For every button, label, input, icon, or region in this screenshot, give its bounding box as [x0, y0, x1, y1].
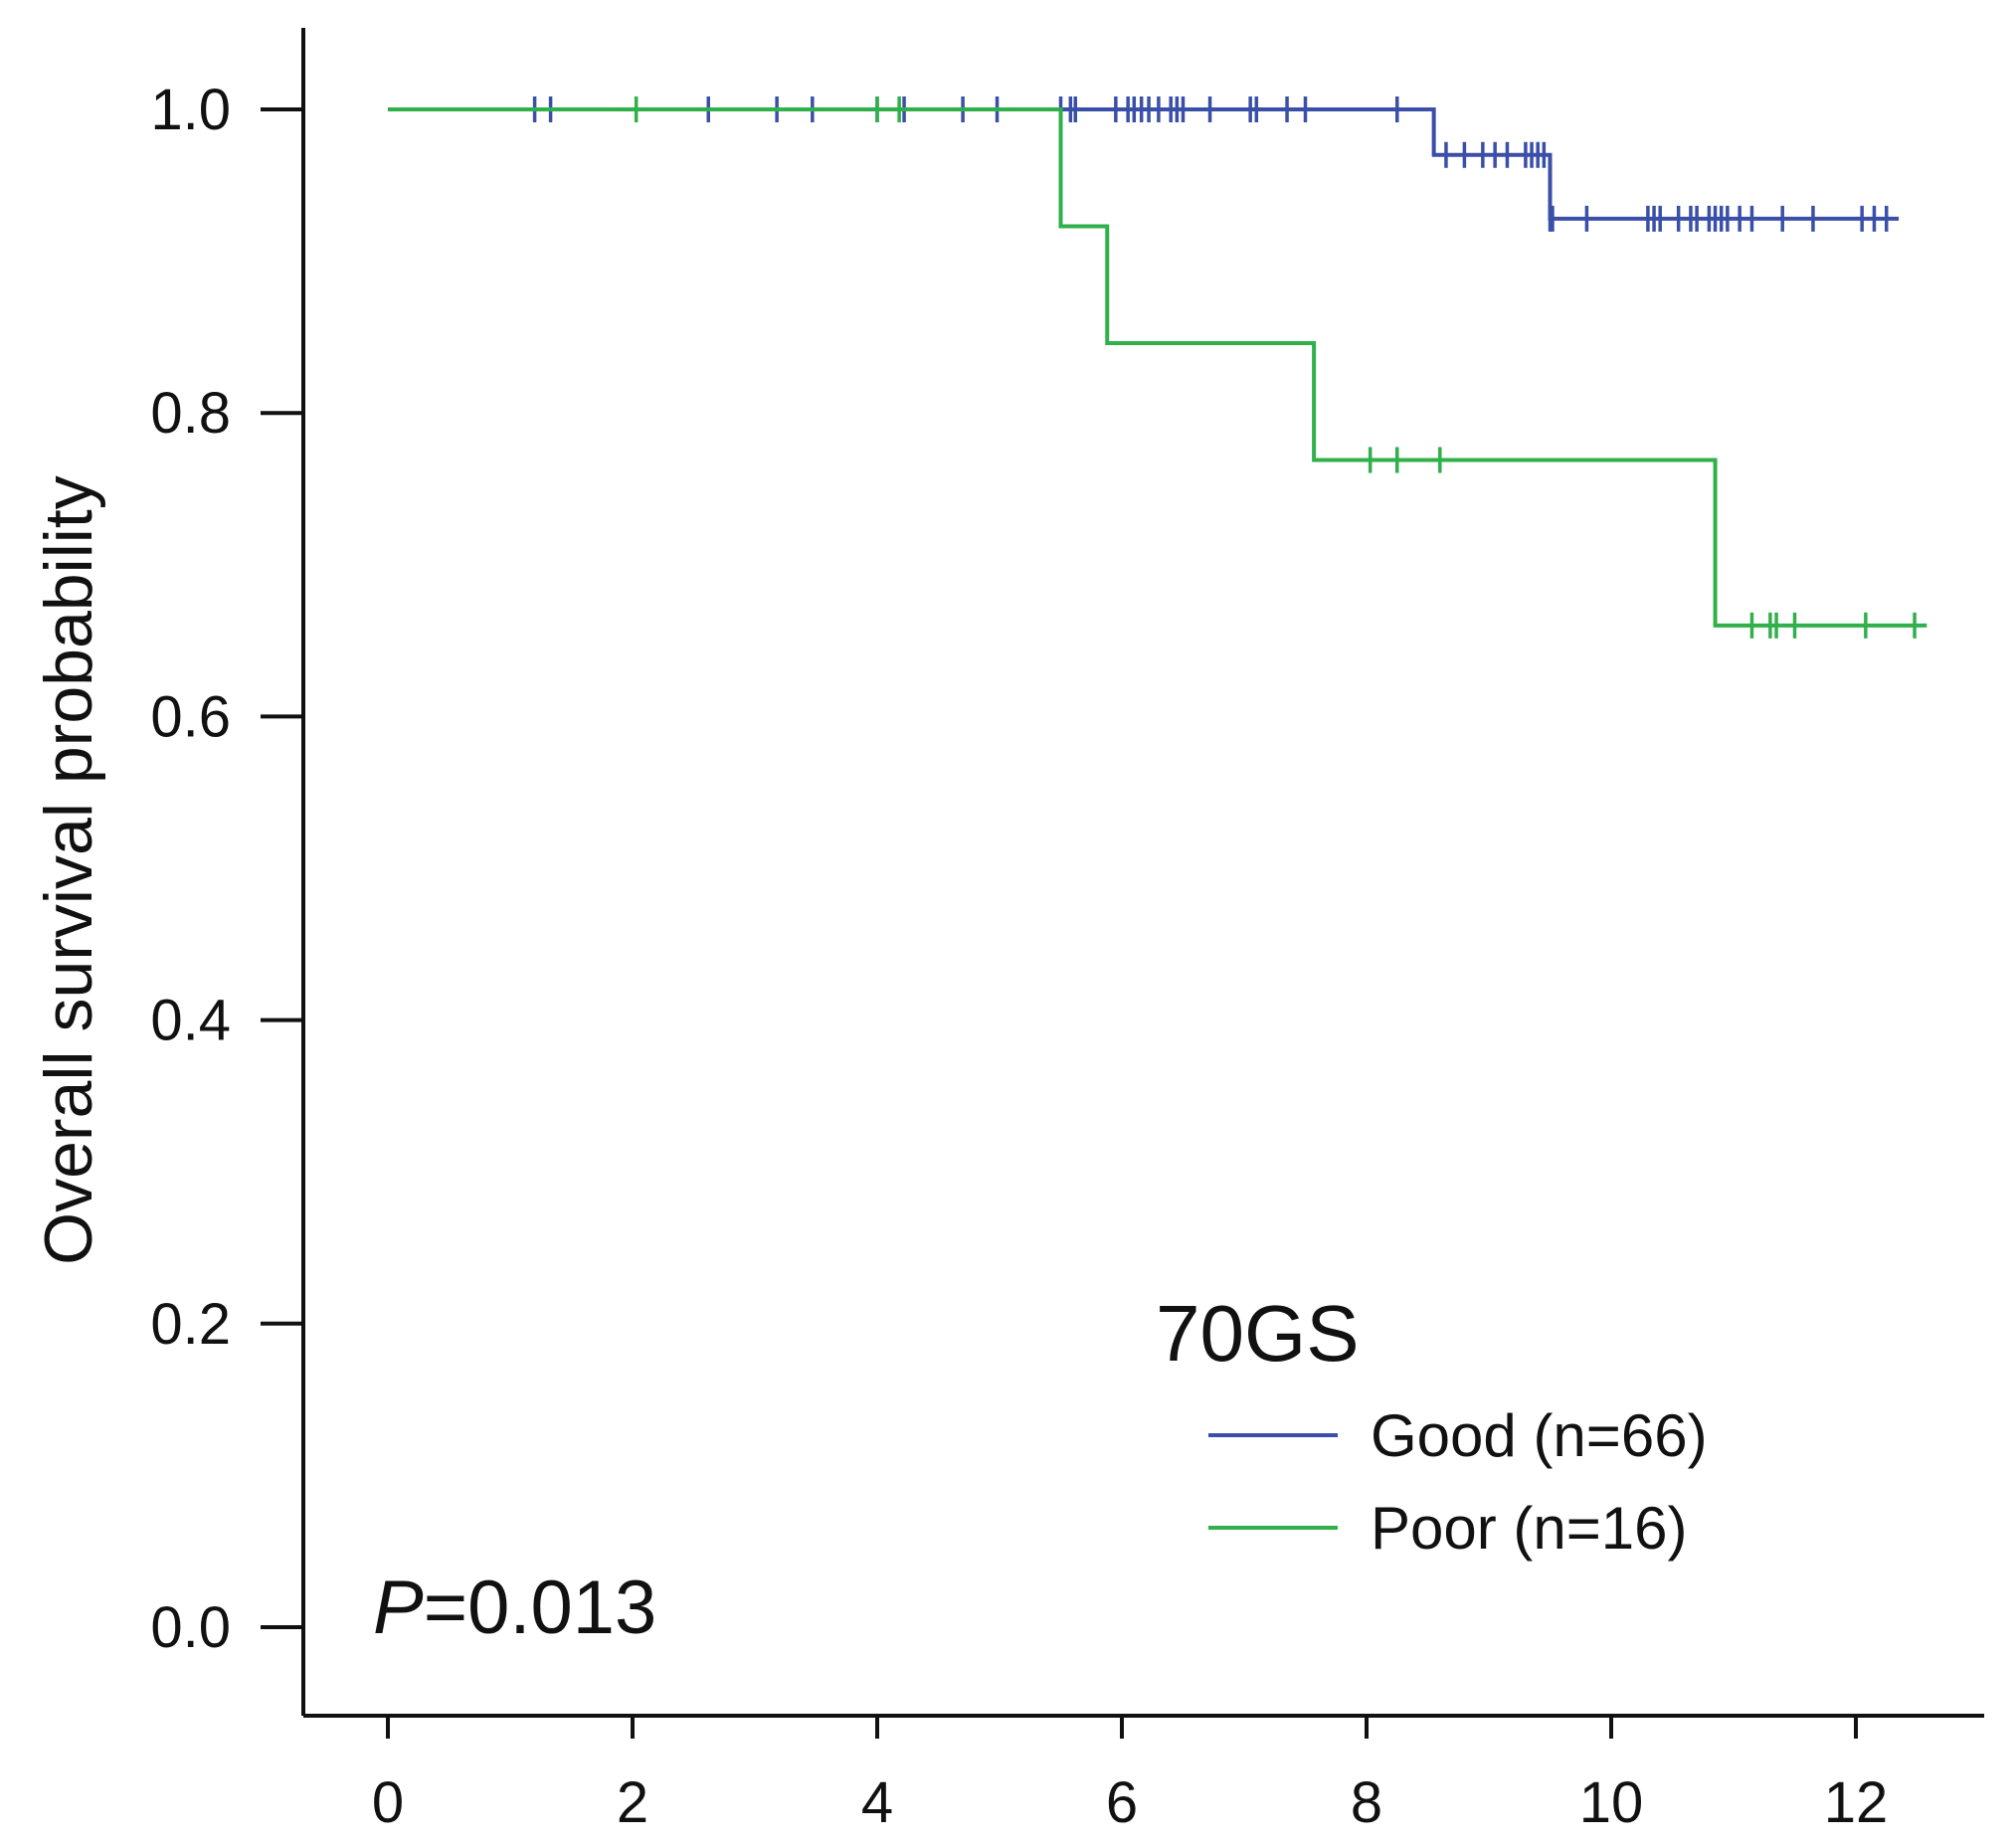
x-tick-label-2: 4 [861, 1770, 893, 1835]
legend-title: 70GS [1156, 1289, 1360, 1378]
x-tick-label-5: 10 [1579, 1770, 1644, 1835]
p-value-annotation: P=0.013 [373, 1566, 656, 1650]
y-axis-ticks: 0.0 0.2 0.4 0.6 0.8 1.0 [150, 78, 303, 1660]
y-tick-label-2: 0.4 [150, 989, 231, 1053]
survival-curves [388, 96, 1927, 639]
y-tick-label-0: 0.0 [150, 1595, 231, 1660]
p-value-symbol: P [373, 1566, 424, 1650]
x-axis-ticks: 0 2 4 6 8 10 12 [372, 1716, 1888, 1835]
y-tick-label-4: 0.8 [150, 381, 231, 446]
survival-curve-poor [388, 107, 1927, 628]
legend-entry-good: Good (n=66) [1208, 1402, 1708, 1469]
legend-entry-poor: Poor (n=16) [1208, 1495, 1688, 1562]
y-tick-label-3: 0.6 [150, 684, 231, 749]
y-tick-label-5: 1.0 [150, 78, 231, 142]
x-tick-label-4: 8 [1351, 1770, 1382, 1835]
x-tick-label-6: 12 [1824, 1770, 1889, 1835]
legend-label-good: Good (n=66) [1371, 1402, 1708, 1469]
x-tick-label-3: 6 [1106, 1770, 1138, 1835]
series-good [388, 96, 1900, 232]
p-value-number: =0.013 [424, 1566, 657, 1650]
x-tick-label-0: 0 [372, 1770, 404, 1835]
series-poor [388, 96, 1927, 639]
y-tick-label-1: 0.2 [150, 1292, 231, 1357]
x-tick-label-1: 2 [617, 1770, 648, 1835]
legend-label-poor: Poor (n=16) [1371, 1495, 1688, 1562]
survival-curve-good [388, 107, 1900, 221]
y-axis-label: Overall survival probability [31, 475, 106, 1265]
